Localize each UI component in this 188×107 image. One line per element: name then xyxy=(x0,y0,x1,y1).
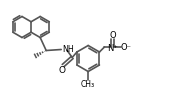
Text: CH₃: CH₃ xyxy=(81,80,95,89)
Text: O⁻: O⁻ xyxy=(121,42,132,51)
Text: O: O xyxy=(59,66,66,75)
Text: NH: NH xyxy=(62,45,74,54)
Text: N⁺: N⁺ xyxy=(107,44,118,53)
Text: O: O xyxy=(109,30,116,39)
